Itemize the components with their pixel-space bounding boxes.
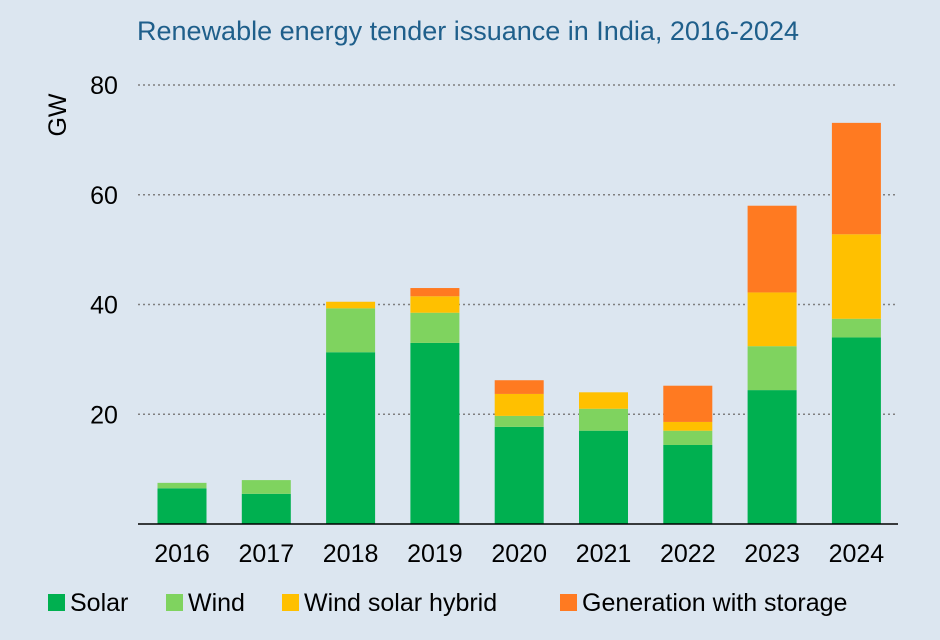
legend-label: Generation with storage [582,589,847,617]
legend-label: Solar [70,589,128,617]
bar-segment [747,292,797,347]
bar-segment [326,308,376,353]
chart-title: Renewable energy tender issuance in Indi… [137,16,799,46]
legend-label: Wind [188,589,245,617]
y-tick-label: 20 [90,401,118,429]
x-tick-label: 2022 [660,540,716,568]
bar-segment [579,430,628,524]
bar-segment [831,122,881,235]
bar-segment [663,444,713,524]
y-axis-ticks: 20 40 60 80 [90,72,118,429]
bar-segment [494,426,544,524]
bar-segment [241,480,291,494]
bar-segment [747,390,797,524]
x-tick-label: 2023 [744,540,800,568]
legend: Solar Wind Wind solar hybrid Generation wit… [48,589,847,617]
legend-swatch [560,594,577,611]
legend-swatch [282,594,299,611]
x-tick-label: 2020 [491,540,547,568]
bar-segment [663,385,713,422]
y-tick-label: 80 [90,72,118,100]
bar-segment [241,493,291,524]
bars [157,122,881,524]
bar-segment [410,342,460,524]
bar-segment [410,296,460,313]
x-tick-label: 2016 [154,540,210,568]
legend-swatch [48,594,65,611]
x-tick-label: 2018 [323,540,379,568]
bar-segment [410,288,460,297]
bar-segment [494,393,544,416]
bar-segment [579,408,628,431]
x-tick-label: 2021 [576,540,632,568]
bar-segment [831,337,881,524]
bar-segment [157,482,207,489]
y-tick-label: 40 [90,292,118,320]
x-tick-label: 2017 [238,540,294,568]
bar-segment [157,488,207,524]
x-tick-label: 2024 [829,540,885,568]
x-tick-label: 2019 [407,540,463,568]
y-tick-label: 60 [90,182,118,210]
bar-segment [831,234,881,319]
bar-segment [747,205,797,293]
bar-segment [831,318,881,338]
legend-label: Wind solar hybrid [304,589,497,617]
bar-segment [326,352,376,524]
bar-segment [663,421,713,431]
y-axis-label: GW [44,93,72,136]
bar-segment [326,301,376,309]
bar-segment [747,346,797,391]
bar-segment [494,415,544,427]
bar-segment [579,392,628,409]
bar-segment [410,312,460,343]
x-axis-ticks: 2016 2017 2018 2019 2020 2021 2022 2023 2024 [154,540,884,568]
bar-segment [663,430,713,445]
legend-swatch [166,594,183,611]
bar-segment [494,380,544,394]
